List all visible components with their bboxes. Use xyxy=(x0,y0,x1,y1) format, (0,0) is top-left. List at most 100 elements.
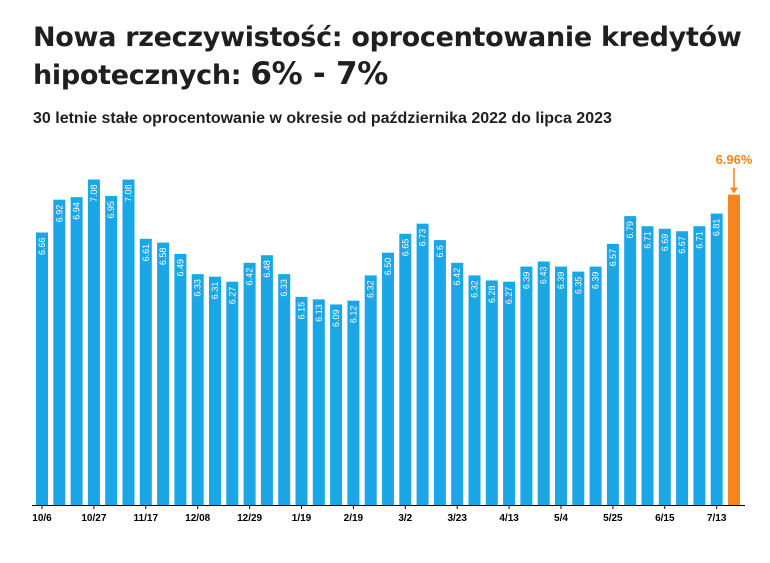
x-tick-label: 6/15 xyxy=(655,513,675,524)
highlight-arrow-head xyxy=(730,187,738,194)
bar-value-label: 6.15 xyxy=(297,302,307,320)
bar xyxy=(226,281,239,505)
x-tick-label: 3/2 xyxy=(398,513,412,524)
bar xyxy=(710,213,723,506)
bar-value-label: 6.79 xyxy=(625,221,635,239)
bar-value-label: 6.28 xyxy=(487,285,497,303)
bar xyxy=(174,253,187,505)
bar-value-label: 6.09 xyxy=(331,309,341,327)
bar xyxy=(572,271,585,505)
bar-value-label: 6.32 xyxy=(366,280,376,298)
bar-value-label: 6.58 xyxy=(158,248,168,266)
bar-value-label: 6.57 xyxy=(608,249,618,267)
x-tick-label: 5/4 xyxy=(554,513,568,524)
bar xyxy=(243,262,256,505)
bar-value-label: 6.33 xyxy=(193,279,203,297)
bar xyxy=(433,240,446,506)
chart-title: Nowa rzeczywistość: oprocentowanie kredy… xyxy=(33,20,753,94)
bar xyxy=(191,274,204,505)
x-tick-label: 1/19 xyxy=(292,513,312,524)
x-tick-label: 11/17 xyxy=(134,513,159,524)
bar-value-label: 6.81 xyxy=(712,219,722,237)
bar xyxy=(364,275,377,505)
bar-value-label: 6.35 xyxy=(573,277,583,295)
bar xyxy=(676,231,689,505)
bar xyxy=(347,300,360,505)
bar-value-label: 6.49 xyxy=(175,259,185,277)
x-tick-label: 2/19 xyxy=(344,513,364,524)
bar xyxy=(624,216,637,505)
bar xyxy=(555,266,567,505)
bar xyxy=(503,281,516,505)
bar-highlight xyxy=(728,194,740,505)
bar-value-label: 6.71 xyxy=(694,231,704,249)
bar-value-label: 6.39 xyxy=(556,272,566,290)
bar xyxy=(278,274,291,505)
bar xyxy=(520,266,533,505)
x-tick-label: 7/13 xyxy=(707,513,727,524)
bar-value-label: 6.12 xyxy=(348,306,358,324)
bar-value-label: 6.66 xyxy=(37,238,47,256)
bar xyxy=(485,280,498,505)
bar-value-label: 6.42 xyxy=(245,268,255,286)
chart-subtitle: 30 letnie stałe oprocentowanie w okresie… xyxy=(33,110,612,127)
bar-value-label: 6.48 xyxy=(262,260,272,278)
bar xyxy=(122,179,135,505)
bar-value-label: 6.65 xyxy=(400,239,410,257)
bar xyxy=(693,226,706,505)
bar-value-label: 6.71 xyxy=(643,231,653,249)
bar xyxy=(451,262,464,505)
x-tick-label: 5/25 xyxy=(603,513,623,524)
bar-value-label: 6.39 xyxy=(521,272,531,290)
bar-value-label: 6.33 xyxy=(279,279,289,297)
bar-value-label: 6.73 xyxy=(418,229,428,247)
bar-value-label: 6.67 xyxy=(677,236,687,254)
bar xyxy=(416,223,429,505)
bar xyxy=(537,261,550,505)
bar xyxy=(139,238,152,506)
title-main: Nowa rzeczywistość: oprocentowanie kredy… xyxy=(33,22,742,91)
bar xyxy=(641,226,654,505)
x-tick-label: 4/13 xyxy=(499,513,519,524)
highlight-value-label: 6.96% xyxy=(716,152,753,167)
bar xyxy=(260,255,273,505)
bar-value-label: 7.08 xyxy=(124,185,134,203)
x-tick-label: 10/27 xyxy=(81,513,106,524)
bar-value-label: 6.43 xyxy=(539,267,549,285)
bar xyxy=(36,232,48,505)
bar xyxy=(658,228,671,505)
bar xyxy=(382,252,394,505)
bar-value-label: 6.95 xyxy=(106,201,116,219)
bar-value-label: 6.50 xyxy=(383,258,393,276)
title-highlight: 6% - 7% xyxy=(250,56,388,92)
bar xyxy=(399,233,412,505)
bar-value-label: 6.42 xyxy=(452,268,462,286)
bar-value-label: 7.08 xyxy=(89,185,99,203)
bar xyxy=(589,266,602,505)
bar-value-label: 6.31 xyxy=(210,282,220,300)
x-tick-label: 12/08 xyxy=(185,513,210,524)
bar-value-label: 6.61 xyxy=(141,244,151,262)
bar xyxy=(70,197,83,505)
bar xyxy=(87,179,100,505)
bar-value-label: 6.39 xyxy=(591,272,601,290)
x-tick-label: 10/6 xyxy=(32,513,52,524)
bar-value-label: 6.94 xyxy=(72,202,82,220)
bar xyxy=(468,275,481,505)
bar xyxy=(330,304,343,505)
bar xyxy=(157,242,170,505)
bar-value-label: 6.69 xyxy=(660,234,670,252)
bar-value-label: 6.27 xyxy=(504,287,514,305)
bar-value-label: 6.6 xyxy=(435,245,445,258)
x-tick-label: 12/29 xyxy=(237,513,262,524)
bar-value-label: 6.92 xyxy=(54,205,64,223)
bar-value-label: 6.13 xyxy=(314,304,324,322)
bar xyxy=(105,195,118,505)
bar xyxy=(295,296,308,505)
bar xyxy=(606,243,619,505)
bar xyxy=(209,276,221,505)
bar-value-label: 6.32 xyxy=(470,280,480,298)
bar-value-label: 6.27 xyxy=(227,287,237,305)
x-tick-label: 3/23 xyxy=(447,513,467,524)
